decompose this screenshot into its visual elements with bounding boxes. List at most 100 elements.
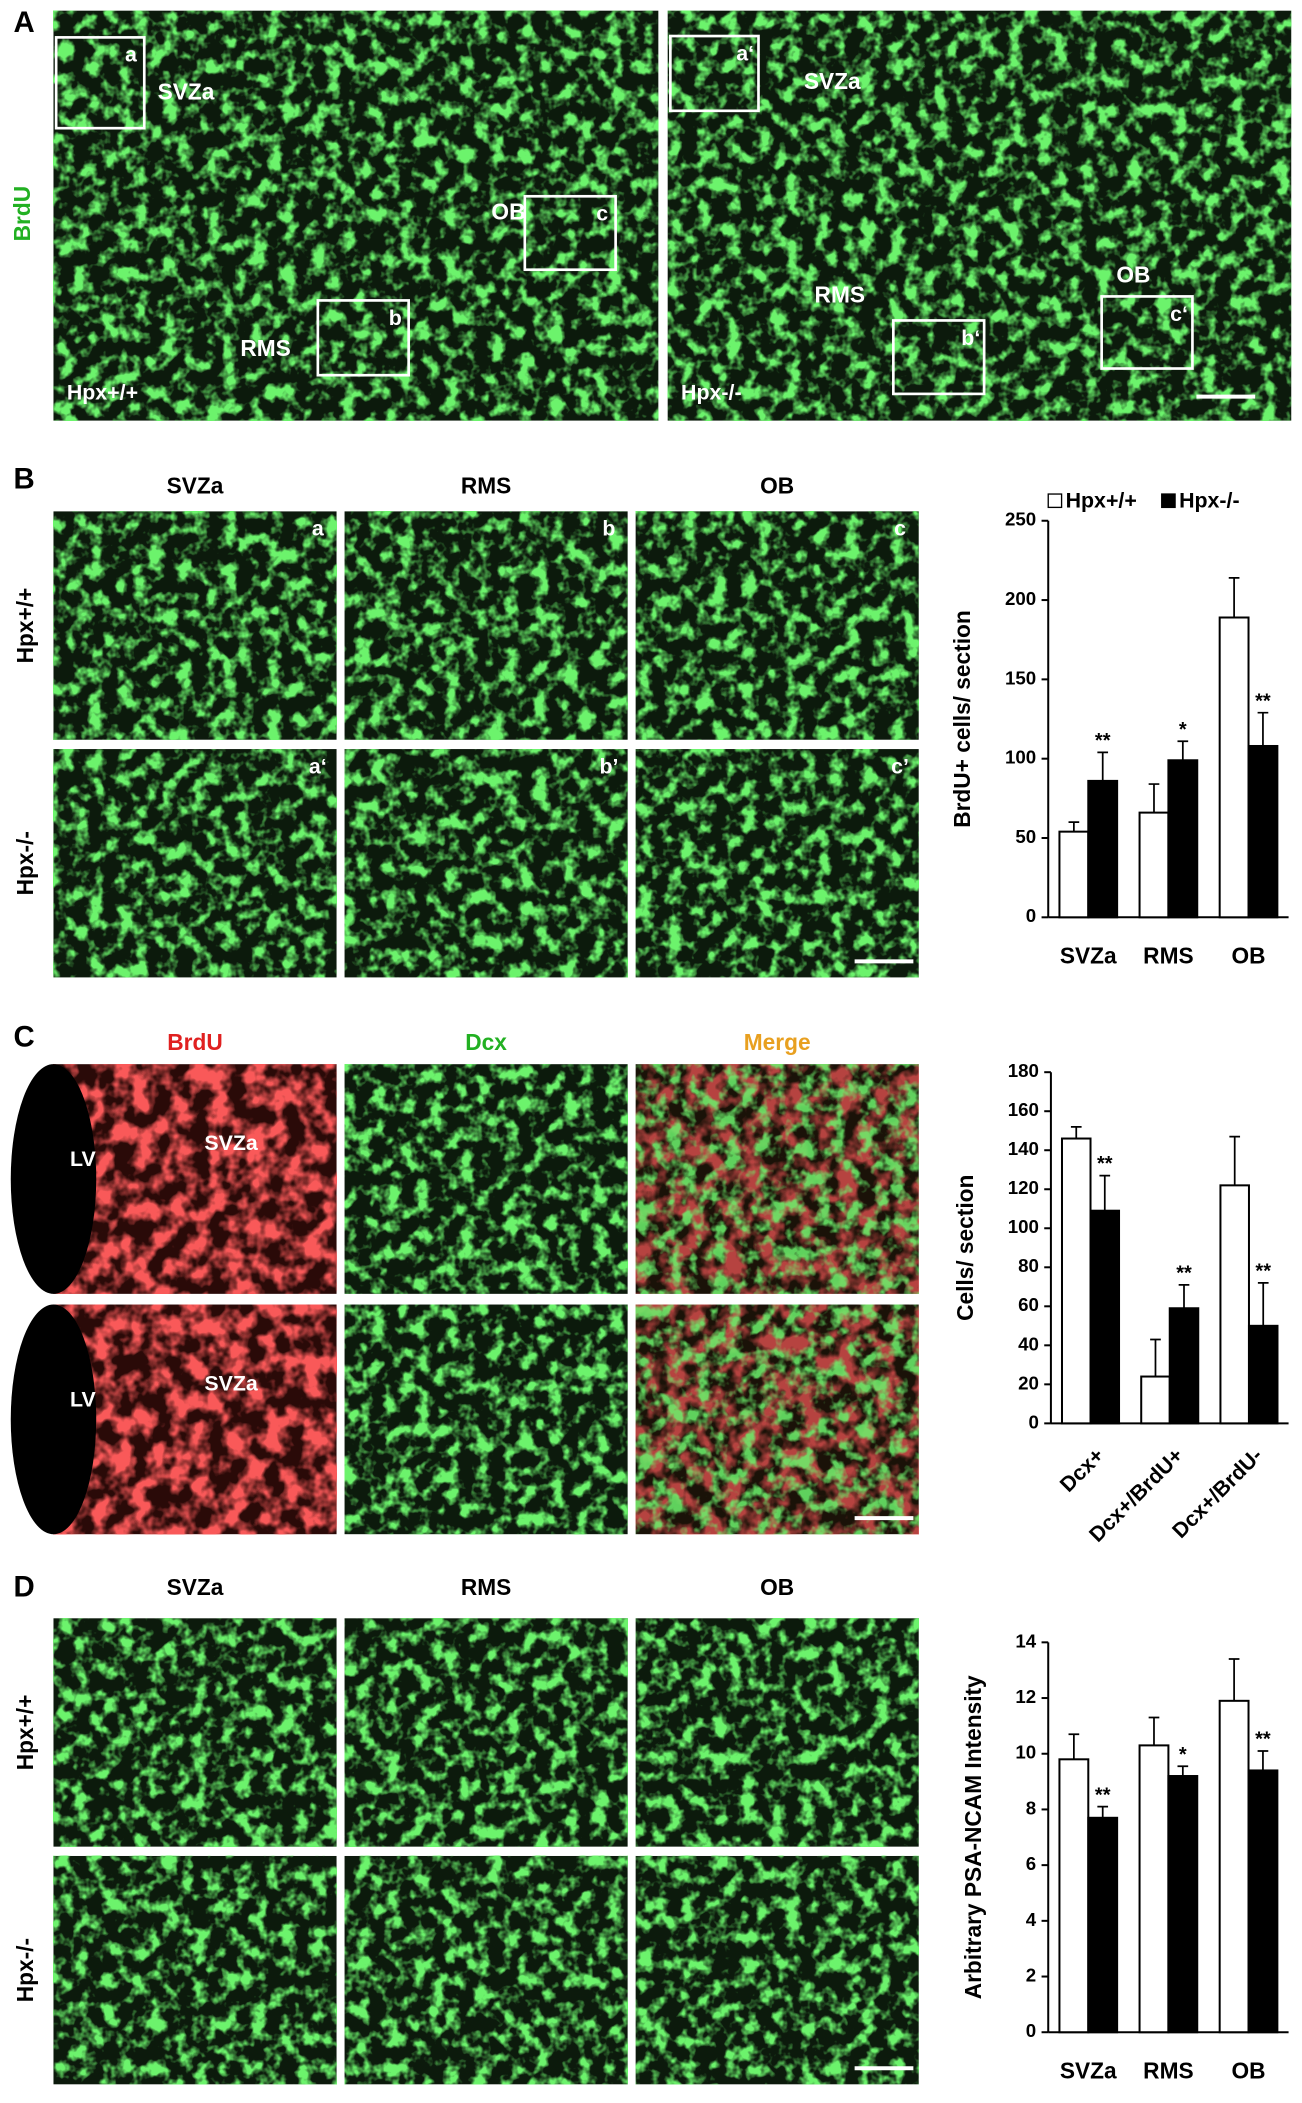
significance: * <box>1179 719 1187 741</box>
region-label: OB <box>491 199 525 225</box>
y-tick-label: 2 <box>1026 1964 1036 1985</box>
y-tick-label: 100 <box>1005 747 1036 768</box>
y-tick-label: 0 <box>1028 1411 1038 1432</box>
error-bar <box>1257 711 1269 746</box>
legend-label: Hpx+/+ <box>1066 489 1137 513</box>
error-bar <box>1148 783 1160 813</box>
inset-tag: a‘ <box>309 754 327 778</box>
ventricle <box>10 1304 97 1535</box>
micrograph-signal <box>344 1855 628 2085</box>
error-bar <box>1099 1174 1111 1211</box>
x-tick-label: OB <box>1232 2057 1266 2083</box>
error-bar <box>1257 1282 1269 1326</box>
bar <box>1060 1137 1092 1425</box>
inset-tag: b <box>389 306 402 330</box>
y-tick-label: 10 <box>1015 1742 1036 1763</box>
inset-tag: a‘ <box>736 41 754 65</box>
column-title: OB <box>760 1574 794 1600</box>
inset-tag: c‘ <box>1170 302 1188 326</box>
y-tick-label: 150 <box>1005 667 1036 688</box>
bar <box>1138 811 1170 919</box>
y-tick-label: 14 <box>1015 1630 1036 1651</box>
region-tag: SVZa <box>204 1131 259 1155</box>
y-tick-label: 160 <box>1008 1099 1039 1120</box>
stain-label: BrdU <box>9 186 35 241</box>
inset-tag: b’ <box>599 754 618 778</box>
error-bar <box>1257 1750 1269 1771</box>
row-label: Hpx+/+ <box>12 588 38 664</box>
region-tag: SVZa <box>204 1371 259 1395</box>
y-tick-label: 80 <box>1018 1255 1039 1276</box>
region-label: SVZa <box>158 78 215 104</box>
y-tick-label: 100 <box>1008 1216 1039 1237</box>
y-tick-label: 40 <box>1018 1333 1039 1354</box>
significance: ** <box>1097 1153 1113 1175</box>
bar <box>1138 1744 1170 2034</box>
micrograph-signal <box>635 1855 919 2085</box>
micrograph-signal <box>53 1064 337 1294</box>
bar <box>1247 1324 1279 1425</box>
column-title: Dcx <box>465 1029 507 1055</box>
error-bar <box>1068 821 1080 832</box>
bar <box>1247 744 1279 919</box>
y-tick-label: 20 <box>1018 1372 1039 1393</box>
y-tick-label: 140 <box>1008 1138 1039 1159</box>
significance: ** <box>1255 1729 1271 1751</box>
legend-label: Hpx-/- <box>1179 489 1240 513</box>
micrograph-signal <box>667 10 1292 421</box>
y-tick-label: 4 <box>1026 1909 1037 1930</box>
x-tick-label: RMS <box>1143 2057 1193 2083</box>
error-bar <box>1228 1658 1240 1701</box>
y-tick-label: 50 <box>1015 826 1036 847</box>
panel-label: A <box>14 6 35 39</box>
significance: * <box>1179 1744 1187 1766</box>
inset-box <box>892 319 986 396</box>
bar <box>1140 1375 1171 1425</box>
micrograph-signal <box>635 1618 919 1847</box>
y-axis-title: BrdU+ cells/ section <box>949 610 975 828</box>
error-bar <box>1070 1125 1082 1139</box>
inset-box <box>1100 295 1194 370</box>
bar <box>1219 1184 1250 1425</box>
bar <box>1058 830 1090 919</box>
panel-label: B <box>14 462 35 495</box>
bar <box>1087 1816 1119 2034</box>
micrograph-signal <box>344 1064 628 1294</box>
inset-tag: a <box>125 43 138 67</box>
column-title: RMS <box>461 472 511 498</box>
x-tick-label: SVZa <box>1060 942 1117 968</box>
micrograph-signal <box>53 1304 337 1535</box>
error-bar <box>1177 1765 1189 1777</box>
micrograph-signal <box>635 1304 919 1535</box>
region-label: RMS <box>815 281 865 307</box>
inset-box <box>669 34 760 113</box>
significance: ** <box>1176 1262 1192 1284</box>
column-title: SVZa <box>167 472 224 498</box>
y-tick-label: 60 <box>1018 1294 1039 1315</box>
region-label: SVZa <box>804 68 861 94</box>
error-bar <box>1229 1135 1241 1186</box>
error-bar <box>1148 1716 1160 1746</box>
genotype-label: Hpx-/- <box>681 381 742 405</box>
inset-box <box>523 194 617 272</box>
bar <box>1167 759 1199 919</box>
column-title: Merge <box>744 1029 811 1055</box>
micrograph-signal <box>344 1304 628 1535</box>
region-label: RMS <box>240 335 290 361</box>
inset-box <box>316 299 410 377</box>
bar <box>1089 1209 1121 1425</box>
bar <box>1167 1775 1199 2034</box>
x-tick-label: Dcx+ <box>1055 1443 1109 1497</box>
inset-tag: c <box>596 202 608 226</box>
inset-tag: c’ <box>891 754 909 778</box>
inset-tag: a <box>312 517 325 541</box>
column-title: BrdU <box>167 1029 222 1055</box>
significance: ** <box>1255 1260 1271 1282</box>
column-title: SVZa <box>167 1574 224 1600</box>
error-bar <box>1178 1283 1190 1309</box>
micrograph-signal <box>635 1064 919 1294</box>
significance: ** <box>1255 690 1271 712</box>
region-tag: LV <box>70 1387 96 1411</box>
bar <box>1218 1699 1250 2034</box>
legend-swatch <box>1047 493 1063 509</box>
